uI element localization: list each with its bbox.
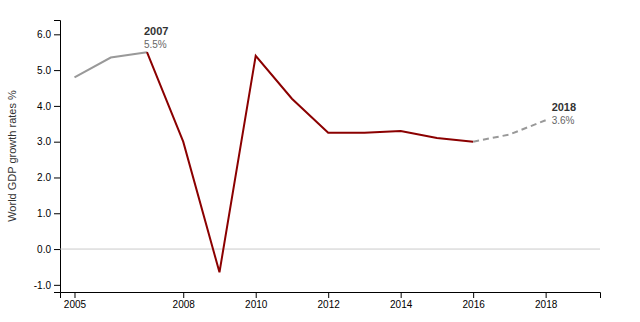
- tick-mark: [54, 249, 60, 250]
- tick-label: 2012: [318, 299, 341, 310]
- tick-label: -1.0: [34, 280, 52, 291]
- tick-label: 0.0: [37, 244, 51, 255]
- annotations: 2007 5.5% 2018 3.6%: [144, 25, 576, 126]
- tick-mark: [54, 106, 60, 107]
- annotation-label: 2007: [144, 25, 168, 37]
- tick: 2014: [390, 292, 413, 310]
- tick-mark: [546, 292, 547, 298]
- tick-mark: [54, 34, 60, 35]
- tick: 2012: [318, 292, 341, 310]
- y-axis-title: World GDP growth rates %: [6, 90, 18, 222]
- tick-mark: [183, 292, 184, 298]
- tick-mark: [401, 292, 402, 298]
- tick-mark: [473, 292, 474, 298]
- annotation-value: 5.5%: [144, 39, 167, 50]
- tick-label: 3.0: [37, 136, 51, 147]
- zero-line: [60, 249, 600, 250]
- tick: 2008: [173, 292, 196, 310]
- tick: 2016: [463, 292, 486, 310]
- tick: -1.0: [34, 280, 60, 291]
- tick: 1.0: [37, 208, 60, 219]
- tick: 2018: [535, 292, 558, 310]
- tick-mark: [74, 292, 75, 298]
- tick: 0.0: [37, 244, 60, 255]
- tick-label: 2010: [245, 299, 268, 310]
- tick-mark: [54, 285, 60, 286]
- tick-label: 2014: [390, 299, 413, 310]
- tick: 6.0: [37, 29, 60, 40]
- tick: 2005: [64, 292, 87, 310]
- marks: [60, 52, 600, 272]
- chart: 2005 2008 2010 2012 2014 2016 2018 -1.0 0.0 1.0 2.…: [0, 0, 640, 322]
- tick-label: 2005: [64, 299, 87, 310]
- tick: 3.0: [37, 136, 60, 147]
- tick-label: 2.0: [37, 172, 51, 183]
- annotation-value: 3.6%: [552, 115, 575, 126]
- tick: 2010: [245, 292, 268, 310]
- line: [147, 52, 473, 272]
- annotation-label: 2018: [552, 101, 576, 113]
- tick-mark: [54, 142, 60, 143]
- tick-label: 4.0: [37, 101, 51, 112]
- tick-mark: [256, 292, 257, 298]
- line: [74, 52, 146, 77]
- tick-mark: [54, 70, 60, 71]
- axis-line: [61, 293, 601, 299]
- tick: 2.0: [37, 172, 60, 183]
- y-axis: -1.0 0.0 1.0 2.0 3.0 4.0 5.0 6.0: [34, 21, 61, 293]
- tick-mark: [328, 292, 329, 298]
- tick-mark: [54, 213, 60, 214]
- plot: 2005 2008 2010 2012 2014 2016 2018 -1.0 0.0 1.0 2.…: [34, 21, 601, 311]
- tick-label: 1.0: [37, 208, 51, 219]
- tick: 4.0: [37, 101, 60, 112]
- axis-line: [54, 21, 61, 293]
- tick-label: 6.0: [37, 29, 51, 40]
- tick-label: 2008: [173, 299, 196, 310]
- tick-label: 5.0: [37, 65, 51, 76]
- tick-label: 2016: [463, 299, 486, 310]
- tick-label: 2018: [535, 299, 558, 310]
- line: [473, 120, 545, 141]
- x-axis: 2005 2008 2010 2012 2014 2016 2018: [61, 292, 601, 310]
- tick-mark: [54, 177, 60, 178]
- tick: 5.0: [37, 65, 60, 76]
